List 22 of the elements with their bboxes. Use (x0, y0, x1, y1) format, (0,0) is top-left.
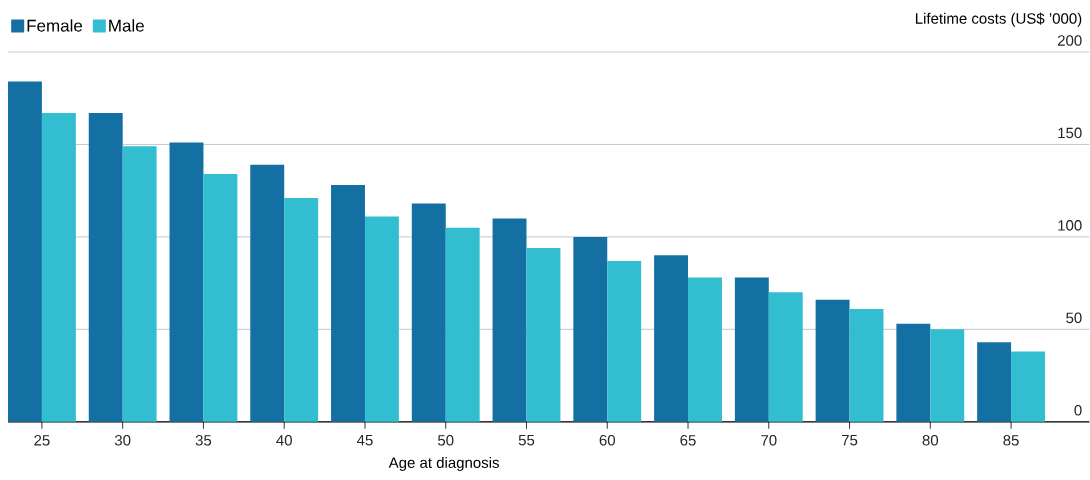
x-tick-label: 85 (1003, 435, 1019, 446)
legend-label: Male (109, 19, 144, 32)
x-tick-label: 40 (276, 435, 292, 446)
x-tick-label: 65 (680, 435, 696, 446)
x-tick-label: 45 (356, 435, 373, 446)
y-tick-label: 0 (1074, 405, 1082, 416)
x-tick-label: 55 (518, 435, 535, 446)
x-tick-label: 30 (114, 435, 131, 446)
x-tick-label: 50 (437, 435, 454, 446)
x-tick-label: 80 (922, 435, 939, 446)
y-tick-label: 150 (1058, 127, 1082, 139)
y-tick-label: 50 (1066, 312, 1082, 324)
legend-label: Female (27, 19, 83, 32)
y-axis-title: Lifetime costs (US$ ’000) (915, 12, 1082, 27)
y-tick-label: 100 (1058, 220, 1082, 231)
x-tick-label: 75 (841, 435, 858, 446)
x-axis-title: Age at diagnosis (388, 457, 499, 472)
y-tick-label: 200 (1057, 35, 1082, 46)
x-tick-label: 35 (195, 435, 212, 446)
x-tick-label: 60 (599, 435, 615, 446)
x-tick-label: 70 (761, 435, 777, 446)
x-tick-label: 25 (34, 435, 50, 446)
